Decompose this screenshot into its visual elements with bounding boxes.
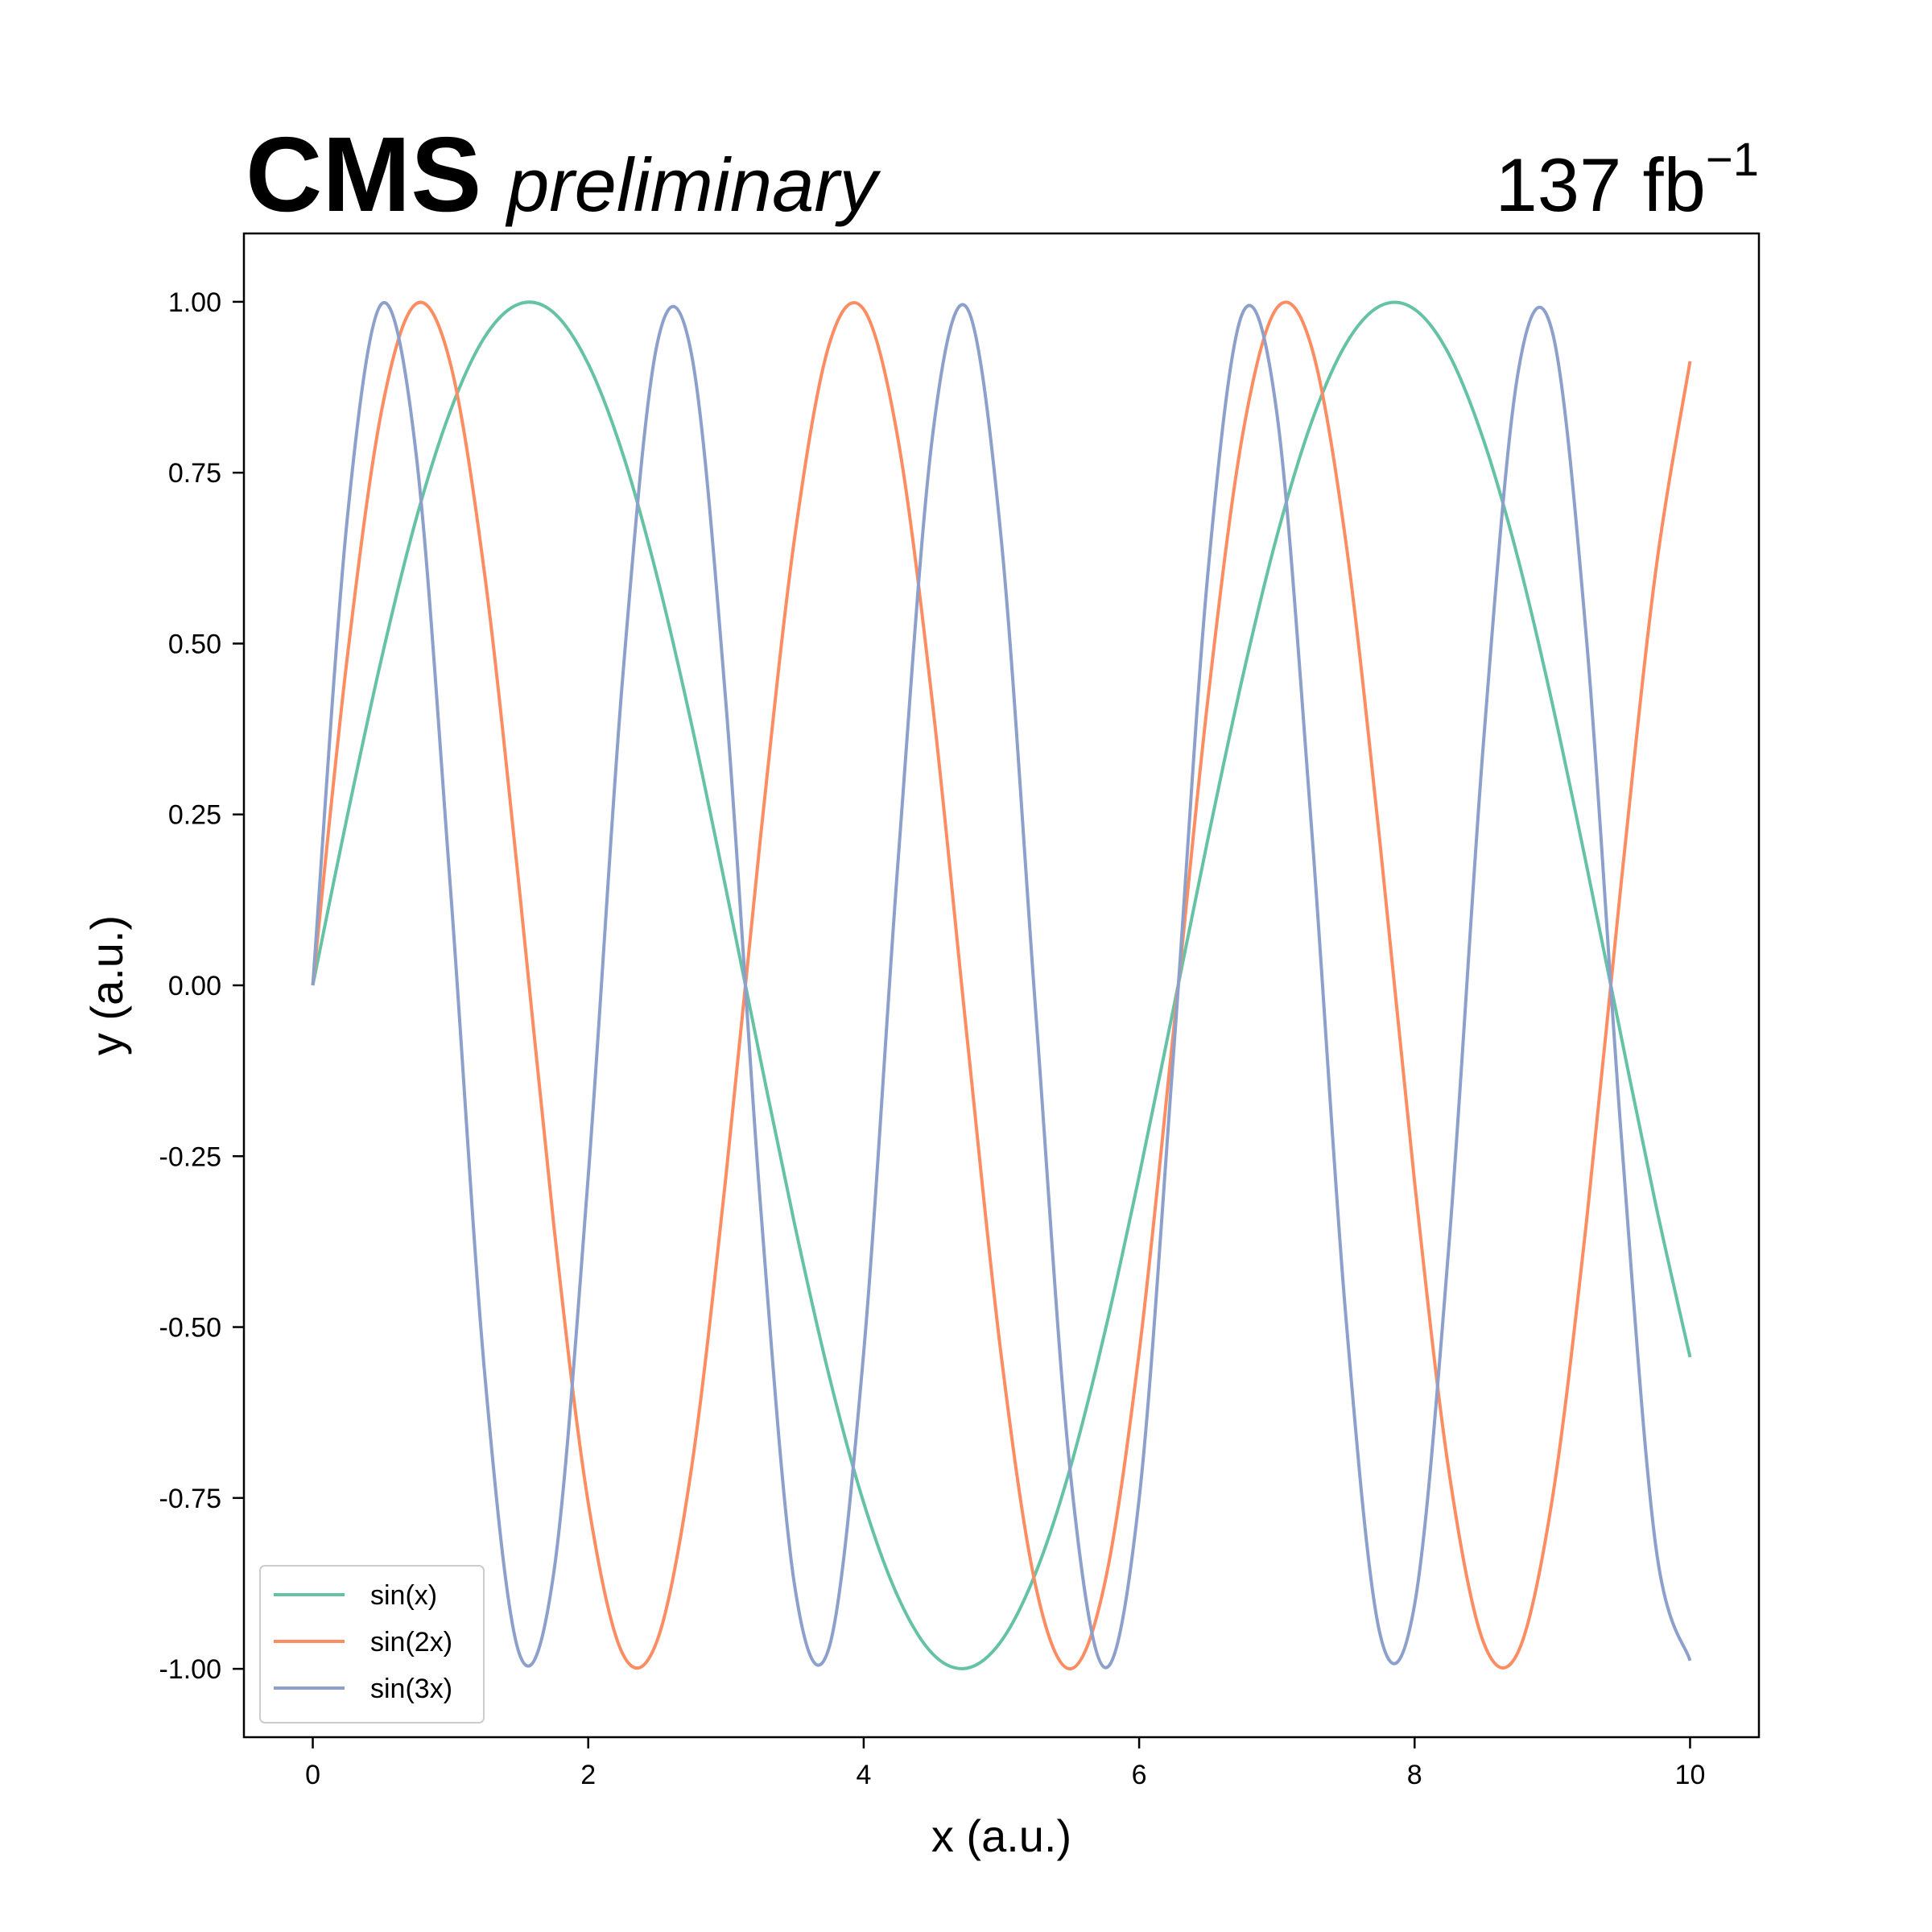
y-tick-label: 0.75 xyxy=(168,458,221,489)
y-axis: 1.00 0.75 0.50 0.25 0.00 -0.25 -0.50 -0.75 -1.00 xyxy=(159,287,244,1685)
y-tick-label: 0.50 xyxy=(168,629,221,659)
plot-frame xyxy=(242,232,1761,1739)
luminosity-unit-exponent: −1 xyxy=(1706,134,1759,186)
x-tick-label: 4 xyxy=(856,1760,871,1790)
series-layer xyxy=(311,300,1692,1671)
legend-label: sin(3x) xyxy=(370,1674,452,1704)
y-tick-label: -0.75 xyxy=(159,1484,222,1514)
luminosity-label: 137 fb−1 xyxy=(1496,134,1760,227)
experiment-label: CMS xyxy=(246,115,481,233)
series-line-1 xyxy=(311,300,1692,1670)
legend-label: sin(2x) xyxy=(370,1627,452,1657)
series-line-3 xyxy=(311,300,1692,1670)
y-tick-label: -0.50 xyxy=(159,1313,222,1344)
y-tick-label: 0.25 xyxy=(168,800,221,831)
y-tick-label: -1.00 xyxy=(159,1654,222,1685)
legend: sin(x) sin(2x) sin(3x) xyxy=(259,1565,485,1724)
luminosity-value: 137 fb xyxy=(1496,142,1706,227)
x-tick-label: 0 xyxy=(305,1760,320,1790)
x-tick-label: 6 xyxy=(1132,1760,1147,1790)
legend-box xyxy=(259,1565,485,1724)
status-label: preliminary xyxy=(505,142,881,227)
legend-label: sin(x) xyxy=(370,1580,437,1611)
y-axis-label: y (a.u.) xyxy=(81,915,132,1055)
y-tick-label: 0.00 xyxy=(168,971,221,1001)
x-axis-label: x (a.u.) xyxy=(931,1810,1071,1861)
x-axis: 0 2 4 6 8 10 xyxy=(305,1737,1705,1790)
x-tick-label: 10 xyxy=(1675,1760,1706,1790)
x-tick-label: 2 xyxy=(580,1760,596,1790)
x-tick-label: 8 xyxy=(1407,1760,1422,1790)
y-tick-label: -0.25 xyxy=(159,1141,222,1172)
series-line-2 xyxy=(311,300,1692,1671)
y-tick-label: 1.00 xyxy=(168,287,221,318)
